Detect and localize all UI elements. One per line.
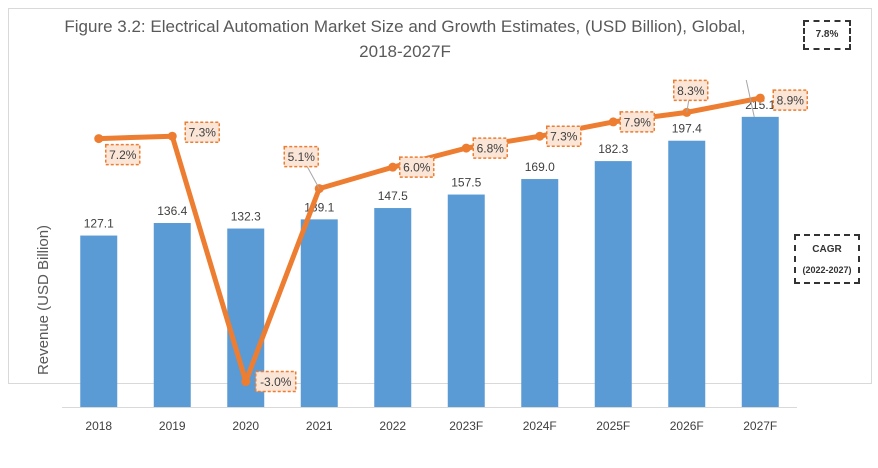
- growth-label-box: [184, 121, 220, 143]
- bar: [80, 235, 118, 407]
- growth-label-box: [283, 145, 319, 168]
- x-tick-label: 2026F: [670, 419, 704, 433]
- cagr-value-box: 7.8%: [803, 20, 851, 50]
- bar-value-label: 157.5: [451, 176, 481, 190]
- growth-label: 7.3%: [550, 130, 578, 144]
- bar-value-label: 127.1: [84, 217, 114, 231]
- growth-label: 7.2%: [109, 148, 137, 162]
- growth-marker: [608, 117, 618, 127]
- cagr-value: 7.8%: [815, 29, 839, 40]
- growth-label-box: [673, 79, 709, 102]
- growth-label: 7.3%: [189, 126, 217, 140]
- cagr-label-box: CAGR (2022-2027): [794, 234, 860, 284]
- growth-label: -3.0%: [260, 375, 292, 389]
- cagr-label: CAGR: [812, 244, 842, 255]
- growth-label-box: [255, 370, 297, 393]
- bar: [668, 140, 706, 407]
- bar: [153, 223, 191, 407]
- x-tick-label: 2020: [232, 419, 259, 433]
- x-tick-label: 2018: [85, 419, 112, 433]
- growth-label: 7.9%: [624, 115, 652, 129]
- bar: [521, 179, 559, 407]
- growth-marker: [755, 93, 765, 103]
- growth-label-box: [772, 89, 808, 111]
- x-tick-label: 2027F: [743, 419, 777, 433]
- leader-line: [686, 100, 690, 113]
- growth-label-box: [399, 156, 435, 178]
- bar: [447, 194, 485, 407]
- bar: [374, 208, 412, 407]
- growth-label: 8.9%: [777, 94, 805, 108]
- growth-label: 8.3%: [677, 84, 705, 98]
- bar: [300, 219, 338, 407]
- growth-marker: [241, 377, 251, 387]
- bar-value-label: 136.4: [157, 204, 187, 218]
- growth-marker: [94, 134, 104, 144]
- chart-frame: [8, 8, 872, 384]
- growth-label: 6.0%: [403, 161, 431, 175]
- x-tick-label: 2019: [159, 419, 186, 433]
- bar: [741, 116, 779, 408]
- growth-label-box: [619, 111, 655, 133]
- bar-value-label: 182.3: [598, 142, 628, 156]
- chart-title: Figure 3.2: Electrical Automation Market…: [64, 17, 746, 61]
- growth-marker: [167, 131, 177, 141]
- x-tick-label: 2022: [379, 419, 406, 433]
- x-tick-label: 2024F: [523, 419, 557, 433]
- growth-marker: [388, 162, 398, 172]
- growth-label-box: [472, 137, 508, 159]
- growth-label: 5.1%: [288, 150, 316, 164]
- growth-label-box: [546, 125, 582, 147]
- x-tick-label: 2025F: [596, 419, 630, 433]
- bar-value-label: 147.5: [378, 189, 408, 203]
- cagr-period: (2022-2027): [802, 265, 852, 275]
- bar: [594, 161, 632, 407]
- y-axis-label: Revenue (USD Billion): [35, 225, 52, 375]
- x-tick-label: 2021: [306, 419, 333, 433]
- bar-value-label: 169.0: [525, 160, 555, 174]
- growth-marker: [535, 131, 545, 141]
- growth-label-box: [105, 143, 141, 166]
- leader-line: [745, 79, 755, 117]
- growth-label: 6.8%: [477, 142, 505, 156]
- bar-value-label: 197.4: [672, 122, 702, 136]
- x-tick-label: 2023F: [449, 419, 483, 433]
- leader-line: [306, 166, 320, 189]
- growth-marker: [461, 143, 471, 153]
- bar-value-label: 132.3: [231, 210, 261, 224]
